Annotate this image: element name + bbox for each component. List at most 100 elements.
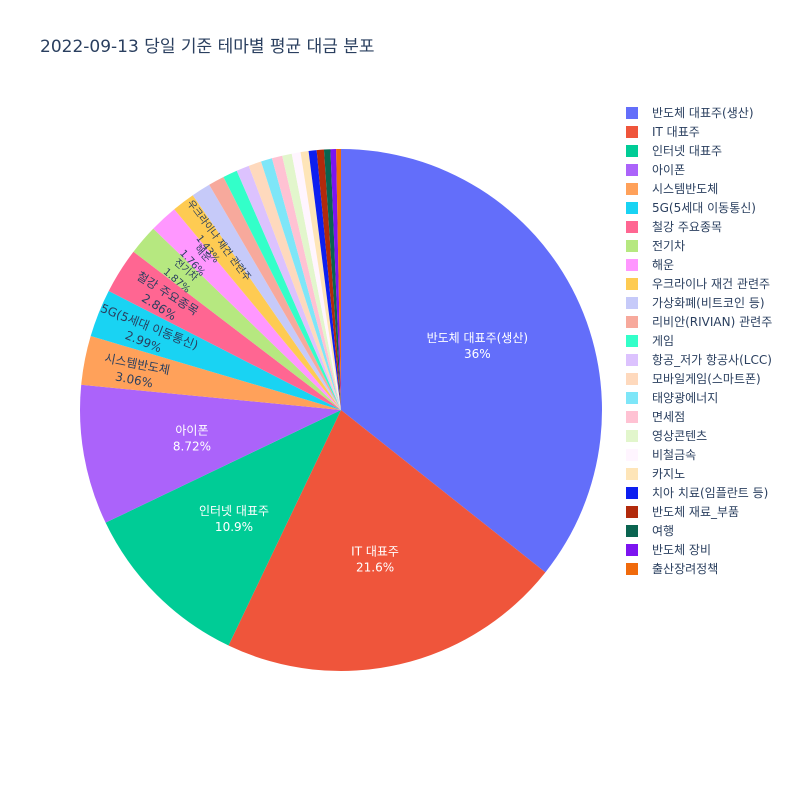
legend-swatch bbox=[626, 315, 638, 328]
legend-item[interactable]: 5G(5세대 이동통신) bbox=[626, 198, 772, 217]
legend-label: 면세점 bbox=[652, 410, 686, 424]
legend-label: 태양광에너지 bbox=[652, 391, 719, 405]
legend-label: 영상콘텐츠 bbox=[652, 429, 708, 443]
pie-slice[interactable] bbox=[236, 165, 341, 410]
slice-label: 인터넷 대표주 bbox=[199, 504, 269, 518]
legend-swatch bbox=[626, 486, 638, 499]
legend-label: 항공_저가 항공사(LCC) bbox=[652, 353, 772, 367]
pie-slice[interactable] bbox=[90, 290, 341, 410]
legend-item[interactable]: 비철금속 bbox=[626, 445, 772, 464]
legend-item[interactable]: 해운 bbox=[626, 255, 772, 274]
pie-slice[interactable] bbox=[209, 176, 341, 410]
pie-slice[interactable] bbox=[271, 155, 341, 410]
slice-percent: 36% bbox=[464, 347, 491, 361]
legend-item[interactable]: IT 대표주 bbox=[626, 122, 772, 141]
legend-label: 카지노 bbox=[652, 467, 686, 481]
pie-slice[interactable] bbox=[108, 251, 341, 410]
pie-slice[interactable] bbox=[192, 184, 341, 410]
legend-label: 게임 bbox=[652, 334, 675, 348]
legend-item[interactable]: 리비안(RIVIAN) 관련주 bbox=[626, 312, 772, 331]
legend-swatch bbox=[626, 372, 638, 385]
legend-item[interactable]: 시스템반도체 bbox=[626, 179, 772, 198]
legend-swatch bbox=[626, 429, 638, 442]
legend-item[interactable]: 게임 bbox=[626, 331, 772, 350]
legend-label: 시스템반도체 bbox=[652, 182, 719, 196]
legend-item[interactable]: 반도체 장비 bbox=[626, 540, 772, 559]
legend-item[interactable]: 아이폰 bbox=[626, 160, 772, 179]
pie-slice[interactable] bbox=[105, 410, 341, 646]
legend-item[interactable]: 인터넷 대표주 bbox=[626, 141, 772, 160]
legend-item[interactable]: 카지노 bbox=[626, 464, 772, 483]
legend-swatch bbox=[626, 296, 638, 309]
legend-swatch bbox=[626, 144, 638, 157]
legend-item[interactable]: 영상콘텐츠 bbox=[626, 426, 772, 445]
legend-label: 모바일게임(스마트폰) bbox=[652, 372, 761, 386]
legend-swatch bbox=[626, 543, 638, 556]
legend-item[interactable]: 출산장려정책 bbox=[626, 559, 772, 578]
legend-label: 우크라이나 재건 관련주 bbox=[652, 277, 771, 291]
pie-slice[interactable] bbox=[248, 161, 341, 410]
pie-slice[interactable] bbox=[330, 149, 341, 411]
legend-item[interactable]: 항공_저가 항공사(LCC) bbox=[626, 350, 772, 369]
legend-swatch bbox=[626, 220, 638, 233]
pie-slice[interactable] bbox=[300, 151, 341, 410]
pie-slice[interactable] bbox=[174, 195, 341, 410]
pie-slice[interactable] bbox=[282, 153, 341, 410]
pie-slice[interactable] bbox=[153, 209, 341, 410]
legend-label: 출산장려정책 bbox=[652, 562, 719, 576]
slice-percent: 21.6% bbox=[356, 560, 394, 574]
pie-slice[interactable] bbox=[261, 158, 341, 410]
pie-slice[interactable] bbox=[223, 170, 341, 410]
legend-swatch bbox=[626, 182, 638, 195]
legend-label: 5G(5세대 이동통신) bbox=[652, 201, 756, 215]
slice-label: IT 대표주 bbox=[351, 544, 399, 558]
pie-slice[interactable] bbox=[323, 149, 341, 411]
legend-swatch bbox=[626, 562, 638, 575]
legend-label: 철강 주요종목 bbox=[652, 220, 723, 234]
legend-swatch bbox=[626, 277, 638, 290]
pie-slice[interactable] bbox=[341, 149, 602, 573]
legend-item[interactable]: 전기차 bbox=[626, 236, 772, 255]
legend-label: 치아 치료(임플란트 등) bbox=[652, 486, 769, 500]
slice-percent: 8.72% bbox=[173, 439, 211, 453]
pie-slice[interactable] bbox=[291, 152, 341, 410]
legend-item[interactable]: 가상화폐(비트코인 등) bbox=[626, 293, 772, 312]
legend-item[interactable]: 반도체 대표주(생산) bbox=[626, 103, 772, 122]
pie-slice[interactable] bbox=[79, 384, 341, 523]
legend-label: 비철금속 bbox=[652, 448, 697, 462]
legend-item[interactable]: 반도체 재료_부품 bbox=[626, 502, 772, 521]
legend-swatch bbox=[626, 163, 638, 176]
legend-swatch bbox=[626, 505, 638, 518]
slice-label: 반도체 대표주(생산) bbox=[427, 331, 529, 345]
legend-label: 인터넷 대표주 bbox=[652, 144, 723, 158]
legend-swatch bbox=[626, 448, 638, 461]
legend-label: 해운 bbox=[652, 258, 675, 272]
legend-swatch bbox=[626, 106, 638, 119]
legend-item[interactable]: 태양광에너지 bbox=[626, 388, 772, 407]
legend-label: 반도체 재료_부품 bbox=[652, 505, 740, 519]
legend-item[interactable]: 면세점 bbox=[626, 407, 772, 426]
legend-label: 여행 bbox=[652, 524, 675, 538]
legend-label: 가상화폐(비트코인 등) bbox=[652, 296, 765, 310]
pie-slice[interactable] bbox=[316, 149, 341, 410]
pie-slice[interactable] bbox=[81, 336, 341, 410]
legend-label: IT 대표주 bbox=[652, 125, 700, 139]
legend-item[interactable]: 여행 bbox=[626, 521, 772, 540]
legend-item[interactable]: 모바일게임(스마트폰) bbox=[626, 369, 772, 388]
legend-item[interactable]: 철강 주요종목 bbox=[626, 217, 772, 236]
legend-swatch bbox=[626, 239, 638, 252]
pie-slice[interactable] bbox=[336, 149, 341, 410]
legend-label: 리비안(RIVIAN) 관련주 bbox=[652, 315, 773, 329]
legend-item[interactable]: 우크라이나 재건 관련주 bbox=[626, 274, 772, 293]
legend-label: 아이폰 bbox=[652, 163, 686, 177]
legend-swatch bbox=[626, 467, 638, 480]
legend-label: 반도체 대표주(생산) bbox=[652, 106, 754, 120]
legend-swatch bbox=[626, 201, 638, 214]
pie-slice[interactable] bbox=[228, 410, 546, 671]
legend-swatch bbox=[626, 258, 638, 271]
legend-item[interactable]: 치아 치료(임플란트 등) bbox=[626, 483, 772, 502]
legend-swatch bbox=[626, 391, 638, 404]
legend-label: 전기차 bbox=[652, 239, 686, 253]
pie-slice[interactable] bbox=[308, 150, 341, 410]
pie-slice[interactable] bbox=[133, 228, 341, 410]
